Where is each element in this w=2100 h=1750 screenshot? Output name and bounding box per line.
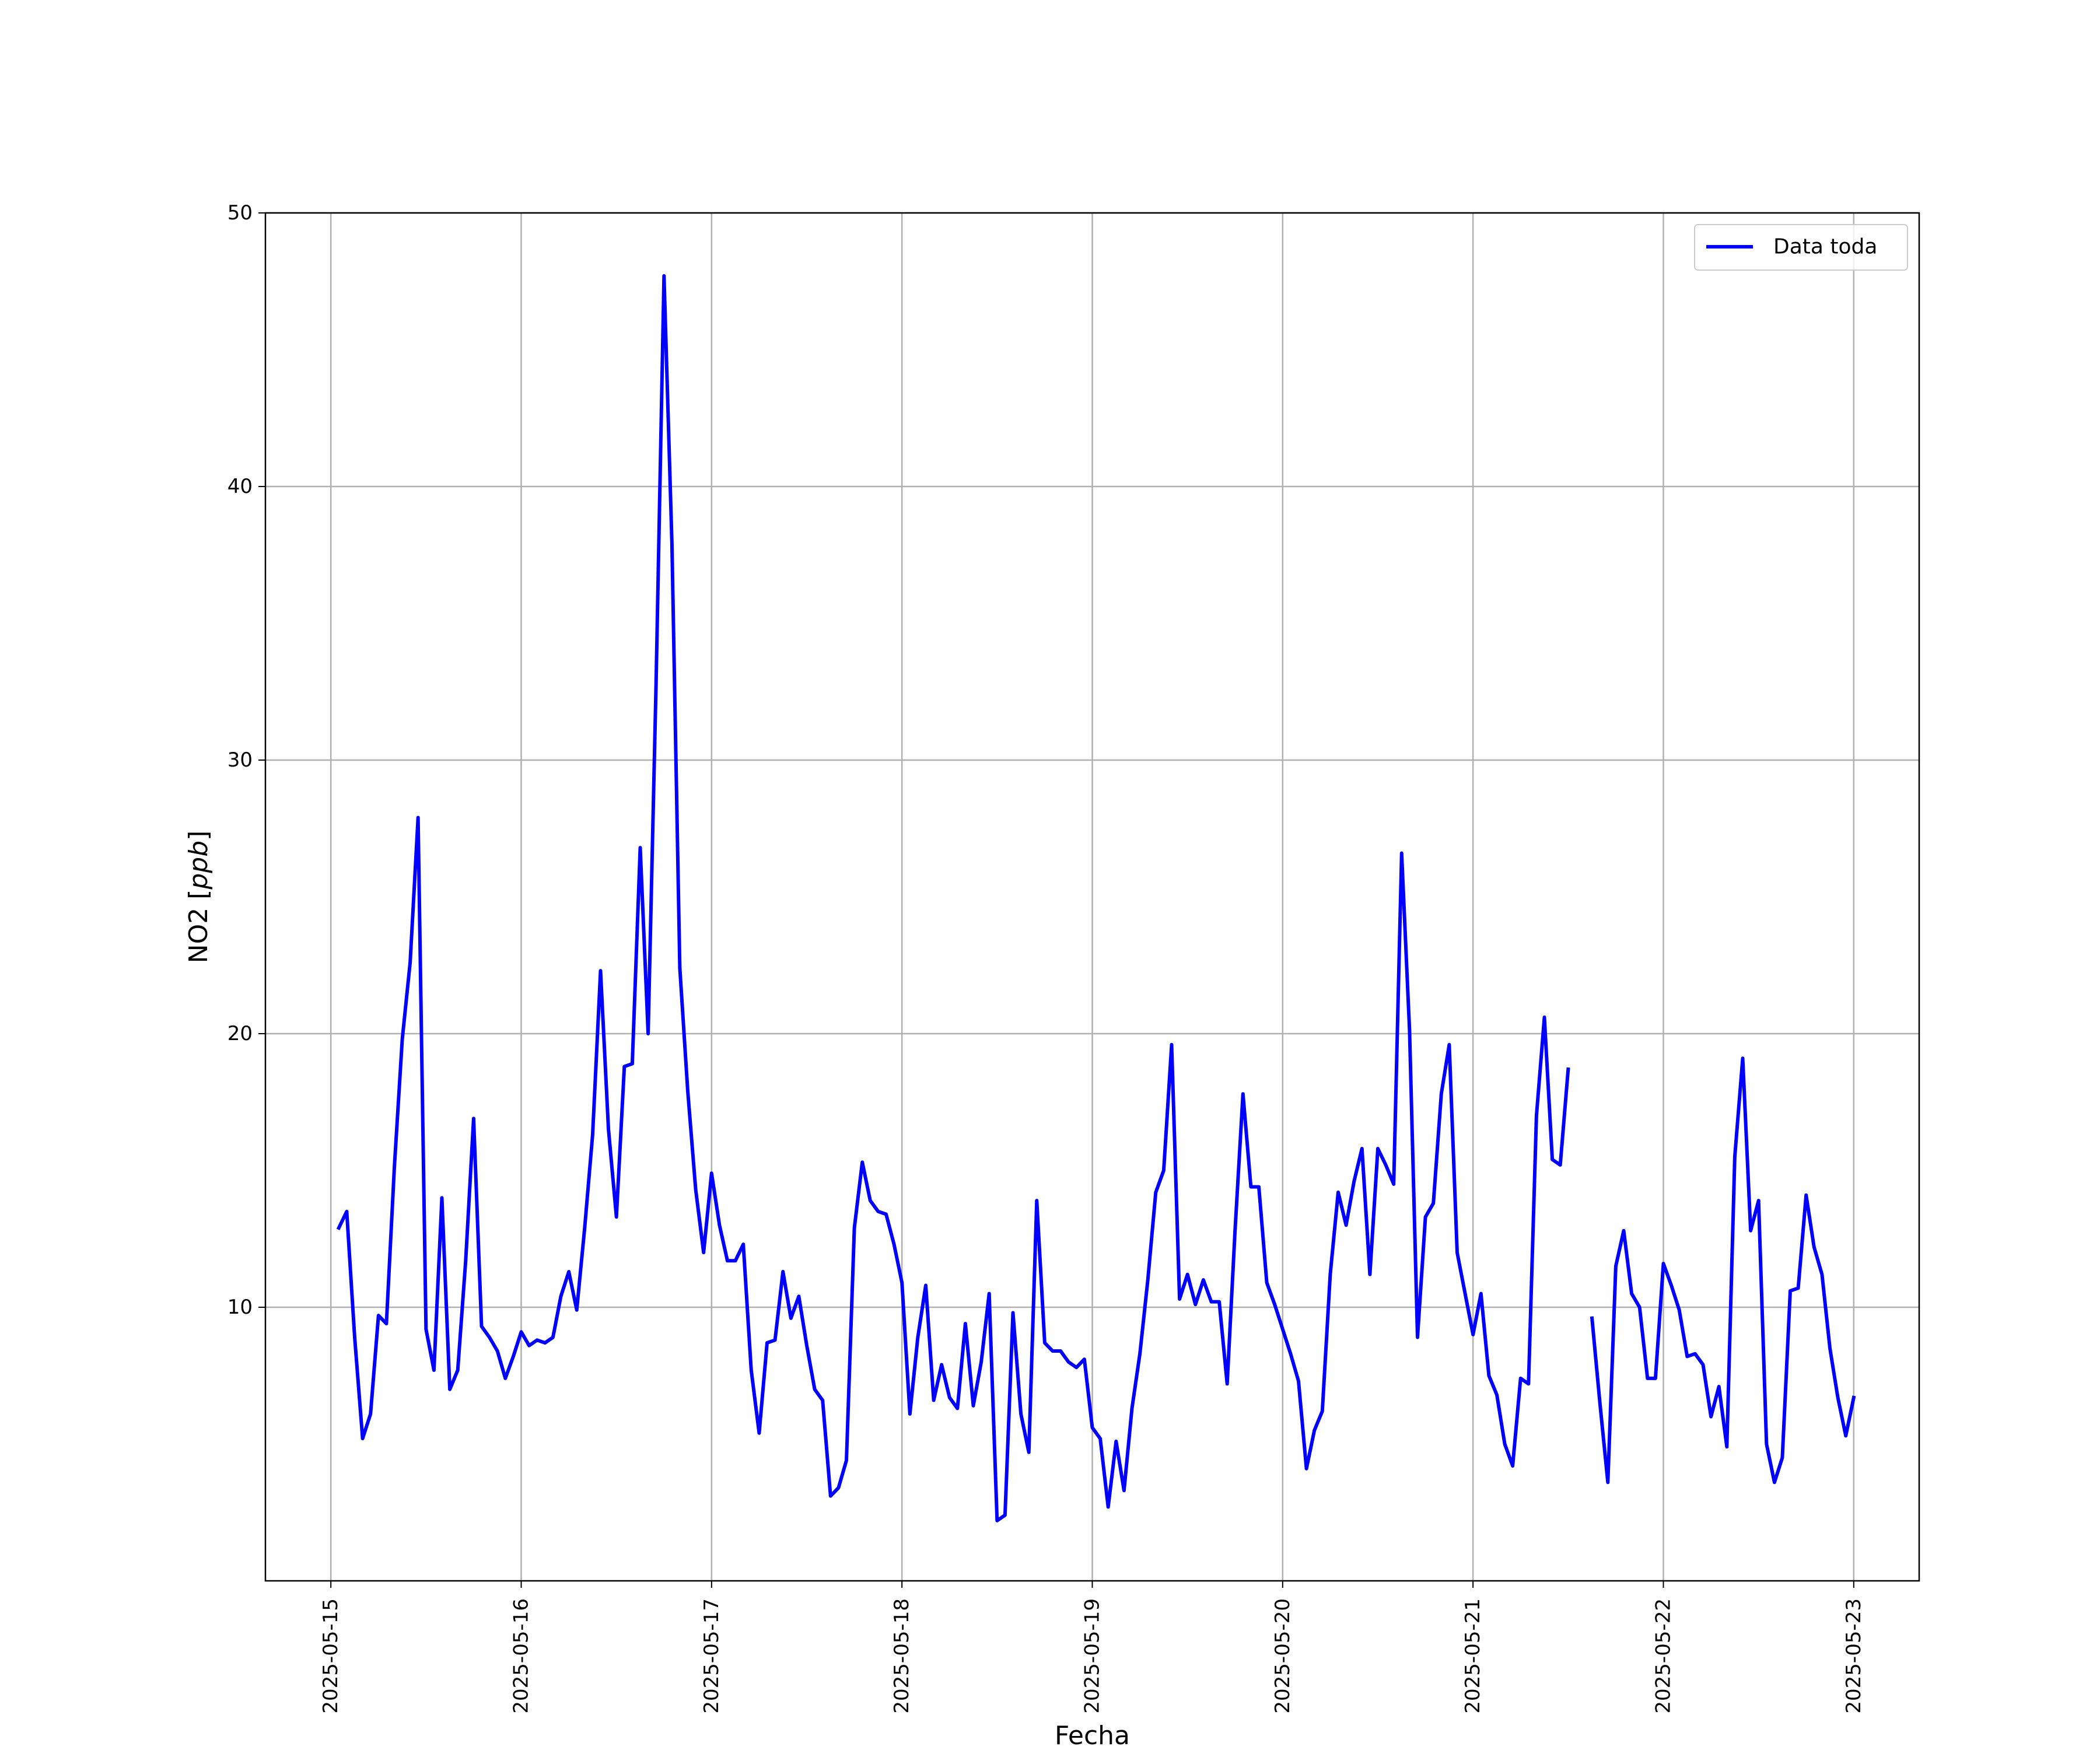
x-tick-label: 2025-05-18 xyxy=(890,1598,914,1714)
series-line-data-toda xyxy=(336,274,1856,1522)
x-tick-label: 2025-05-22 xyxy=(1651,1598,1675,1714)
x-tick-label: 2025-05-19 xyxy=(1081,1598,1104,1714)
legend-box xyxy=(1694,224,1908,271)
y-tick-label: 10 xyxy=(228,1296,253,1319)
y-axis-label: NO2 [ppb] xyxy=(184,831,214,964)
y-axis-label-main: NO2 [ xyxy=(184,890,214,964)
x-tick-label: 2025-05-16 xyxy=(510,1598,533,1714)
x-tick-label: 2025-05-23 xyxy=(1842,1598,1866,1714)
y-axis-label-unit: ppb xyxy=(184,841,214,890)
x-tick-label: 2025-05-20 xyxy=(1271,1598,1294,1714)
x-axis: 2025-05-15 2025-05-16 2025-05-17 2025-05-18… xyxy=(319,1581,1866,1714)
y-tick-label: 30 xyxy=(228,748,253,772)
y-tick-label: 50 xyxy=(228,201,253,225)
legend-label-data-toda: Data toda xyxy=(1773,235,1877,259)
y-tick-label: 20 xyxy=(228,1022,253,1045)
y-axis: 10 20 30 40 50 xyxy=(228,201,265,1319)
x-tick-label: 2025-05-15 xyxy=(319,1598,342,1714)
series-layer xyxy=(336,274,1856,1522)
x-tick-label: 2025-05-17 xyxy=(700,1598,723,1714)
x-axis-label: Fecha xyxy=(1055,1721,1130,1750)
y-tick-label: 40 xyxy=(228,475,253,498)
y-axis-label-close: ] xyxy=(184,831,214,841)
legend: Data toda xyxy=(1694,224,1908,271)
x-tick-label: 2025-05-21 xyxy=(1461,1598,1485,1714)
